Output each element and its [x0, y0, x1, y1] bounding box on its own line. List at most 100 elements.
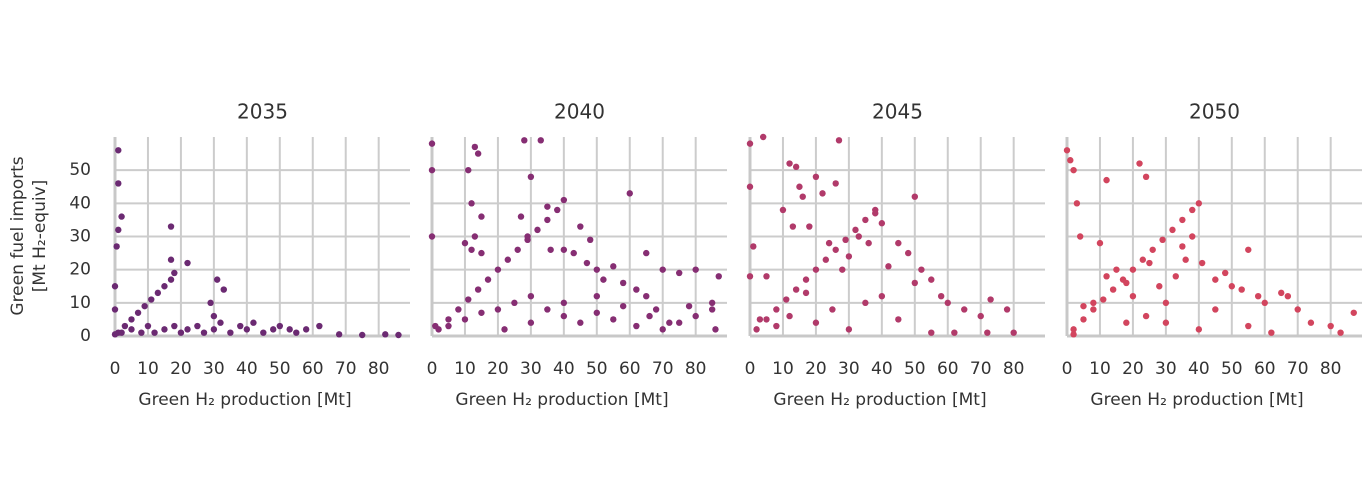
point — [478, 309, 485, 316]
point — [1109, 286, 1117, 293]
point — [712, 326, 719, 333]
point — [750, 243, 757, 250]
point — [286, 326, 293, 333]
point — [1212, 276, 1219, 283]
x-tick-label: 60 — [619, 359, 641, 379]
point — [220, 286, 227, 293]
point — [511, 299, 518, 307]
point — [111, 306, 119, 313]
point — [151, 329, 158, 336]
x-axis-label: Green H₂ production [Mt] — [1090, 390, 1303, 410]
point — [521, 137, 528, 144]
point — [217, 319, 224, 326]
panel-title: 2045 — [872, 100, 923, 124]
point — [537, 137, 544, 144]
point — [977, 312, 984, 320]
point — [652, 306, 660, 313]
point — [587, 236, 594, 244]
x-tick-label: 40 — [553, 359, 575, 379]
point — [250, 319, 257, 326]
point — [659, 266, 666, 273]
point — [1195, 200, 1203, 207]
point — [465, 166, 472, 174]
point — [822, 256, 830, 263]
x-tick-label: 20 — [170, 359, 192, 379]
x-tick-label: 70 — [970, 359, 992, 379]
x-tick-label: 10 — [454, 359, 476, 379]
point — [544, 216, 551, 224]
point — [527, 173, 535, 180]
point — [474, 286, 482, 293]
point — [619, 279, 627, 287]
point — [783, 296, 790, 303]
x-tick-label: 20 — [805, 359, 827, 379]
point — [524, 233, 531, 240]
point — [878, 293, 886, 300]
point — [1070, 326, 1077, 333]
point — [547, 246, 554, 253]
point — [1010, 329, 1017, 336]
x-tick-label: 30 — [838, 359, 860, 379]
point — [918, 266, 925, 273]
point — [610, 263, 617, 270]
panel-title: 2035 — [237, 100, 288, 124]
point — [905, 249, 912, 257]
point — [138, 329, 145, 336]
point — [465, 296, 472, 303]
x-tick-label: 50 — [904, 359, 926, 379]
point — [316, 322, 323, 330]
point — [577, 319, 584, 326]
point — [1284, 293, 1292, 300]
point — [1245, 322, 1252, 330]
point — [544, 203, 551, 210]
point — [1162, 299, 1170, 307]
point — [583, 259, 591, 267]
point — [600, 276, 607, 283]
point — [773, 306, 780, 313]
point — [746, 140, 754, 147]
point — [560, 196, 568, 204]
point — [708, 299, 716, 307]
point — [276, 322, 284, 330]
point — [270, 326, 277, 333]
point — [570, 249, 577, 257]
point — [1189, 206, 1196, 214]
point — [676, 319, 683, 326]
point — [715, 273, 722, 280]
point — [428, 140, 436, 147]
x-tick-label: 50 — [1221, 359, 1243, 379]
point — [819, 190, 826, 197]
point — [128, 316, 135, 323]
point — [1129, 293, 1137, 300]
point — [839, 266, 846, 273]
point — [461, 239, 469, 247]
point — [829, 306, 836, 313]
point — [455, 306, 462, 313]
point — [878, 220, 886, 227]
point — [560, 312, 568, 320]
point — [432, 322, 439, 330]
point — [619, 302, 627, 310]
point — [806, 223, 813, 230]
point — [1212, 306, 1219, 313]
point — [560, 246, 568, 253]
x-tick-label: 0 — [427, 359, 438, 379]
point — [885, 263, 892, 270]
point — [1350, 309, 1357, 316]
point — [666, 319, 673, 326]
point — [633, 322, 640, 330]
point — [626, 190, 633, 197]
point — [708, 306, 716, 313]
point — [802, 276, 810, 283]
point — [210, 326, 218, 333]
point — [148, 296, 155, 303]
point — [746, 273, 754, 280]
point — [1179, 216, 1186, 224]
point — [213, 276, 221, 283]
point — [872, 210, 879, 217]
point — [1136, 160, 1143, 167]
point — [944, 299, 951, 307]
point — [534, 226, 541, 234]
x-tick-label: 10 — [137, 359, 159, 379]
